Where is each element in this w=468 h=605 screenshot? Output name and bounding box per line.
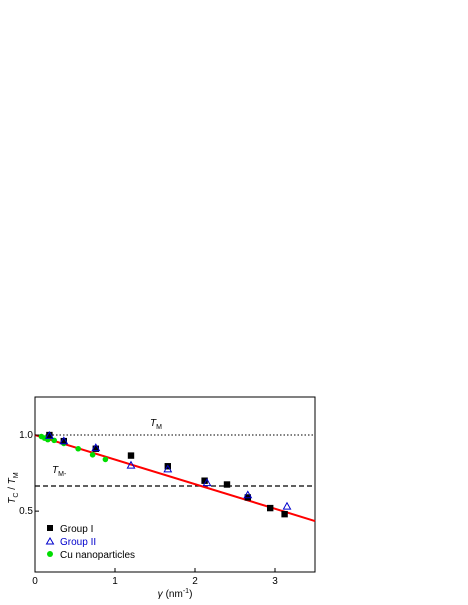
plot-layer — [34, 430, 316, 522]
y-label-sub2: M — [13, 472, 20, 478]
point-group-i — [46, 431, 53, 439]
ref-label-tm-minus: TM- — [52, 465, 67, 478]
y-tick-label: 0.5 — [19, 506, 33, 517]
point-group-ii — [126, 460, 136, 469]
legend-label-cu: Cu nanoparticles — [60, 550, 135, 561]
plot-frame — [34, 396, 316, 573]
y-tick-label: 1.0 — [19, 430, 33, 441]
y-label-sub1: C — [13, 493, 20, 498]
x-tick-label: 3 — [272, 576, 278, 587]
point-group-i — [92, 445, 99, 452]
x-axis-symbol: γ — [158, 589, 164, 600]
ref-label-tm: TM — [150, 418, 162, 431]
x-axis-close: ) — [189, 589, 192, 600]
y-axis-label: TC / TM — [7, 472, 20, 504]
x-axis-label: γ (nm-1) — [158, 588, 193, 600]
x-axis-unit: (nm — [166, 589, 183, 600]
y-label-t2: T — [7, 477, 18, 484]
ref-label-tm-minus-t: T — [52, 465, 59, 476]
legend-marker-cu — [47, 551, 53, 557]
point-group-i — [201, 477, 208, 484]
x-tick-label: 0 — [32, 576, 38, 587]
point-group-ii — [91, 443, 101, 452]
legend-marker-group-ii — [45, 537, 55, 545]
point-group-ii — [44, 430, 54, 439]
x-axis-exponent: -1 — [183, 588, 189, 595]
x-tick-label: 2 — [192, 576, 198, 587]
legend-marker-group-i — [47, 525, 53, 531]
ref-label-tm-minus-sub: M- — [58, 471, 67, 478]
point-group-ii — [243, 490, 253, 499]
tick-layer: 0 1 2 3 0.5 1.0 — [19, 430, 278, 587]
y-label-sep: / — [7, 484, 18, 492]
point-group-ii — [163, 464, 173, 473]
point-group-i — [60, 437, 67, 445]
legend: Group I Group II Cu nanoparticles — [45, 524, 135, 561]
x-tick-label: 1 — [112, 576, 118, 587]
point-cu-nanoparticles — [75, 445, 81, 452]
point-group-ii — [282, 501, 292, 510]
point-group-i — [127, 452, 135, 459]
legend-label-group-i: Group I — [60, 524, 93, 535]
point-group-i — [267, 504, 274, 512]
y-label-t1: T — [7, 497, 18, 504]
point-group-ii — [202, 478, 212, 487]
legend-label-group-ii: Group II — [60, 537, 96, 548]
point-cu-nanoparticles — [51, 437, 57, 444]
point-group-i — [281, 510, 288, 518]
ref-label-tm-sub: M — [156, 424, 162, 431]
point-group-ii — [59, 436, 69, 445]
point-cu-nanoparticles — [102, 456, 109, 463]
point-cu-nanoparticles — [89, 452, 96, 458]
point-group-i — [223, 481, 231, 488]
ref-label-tm-t: T — [150, 418, 157, 429]
